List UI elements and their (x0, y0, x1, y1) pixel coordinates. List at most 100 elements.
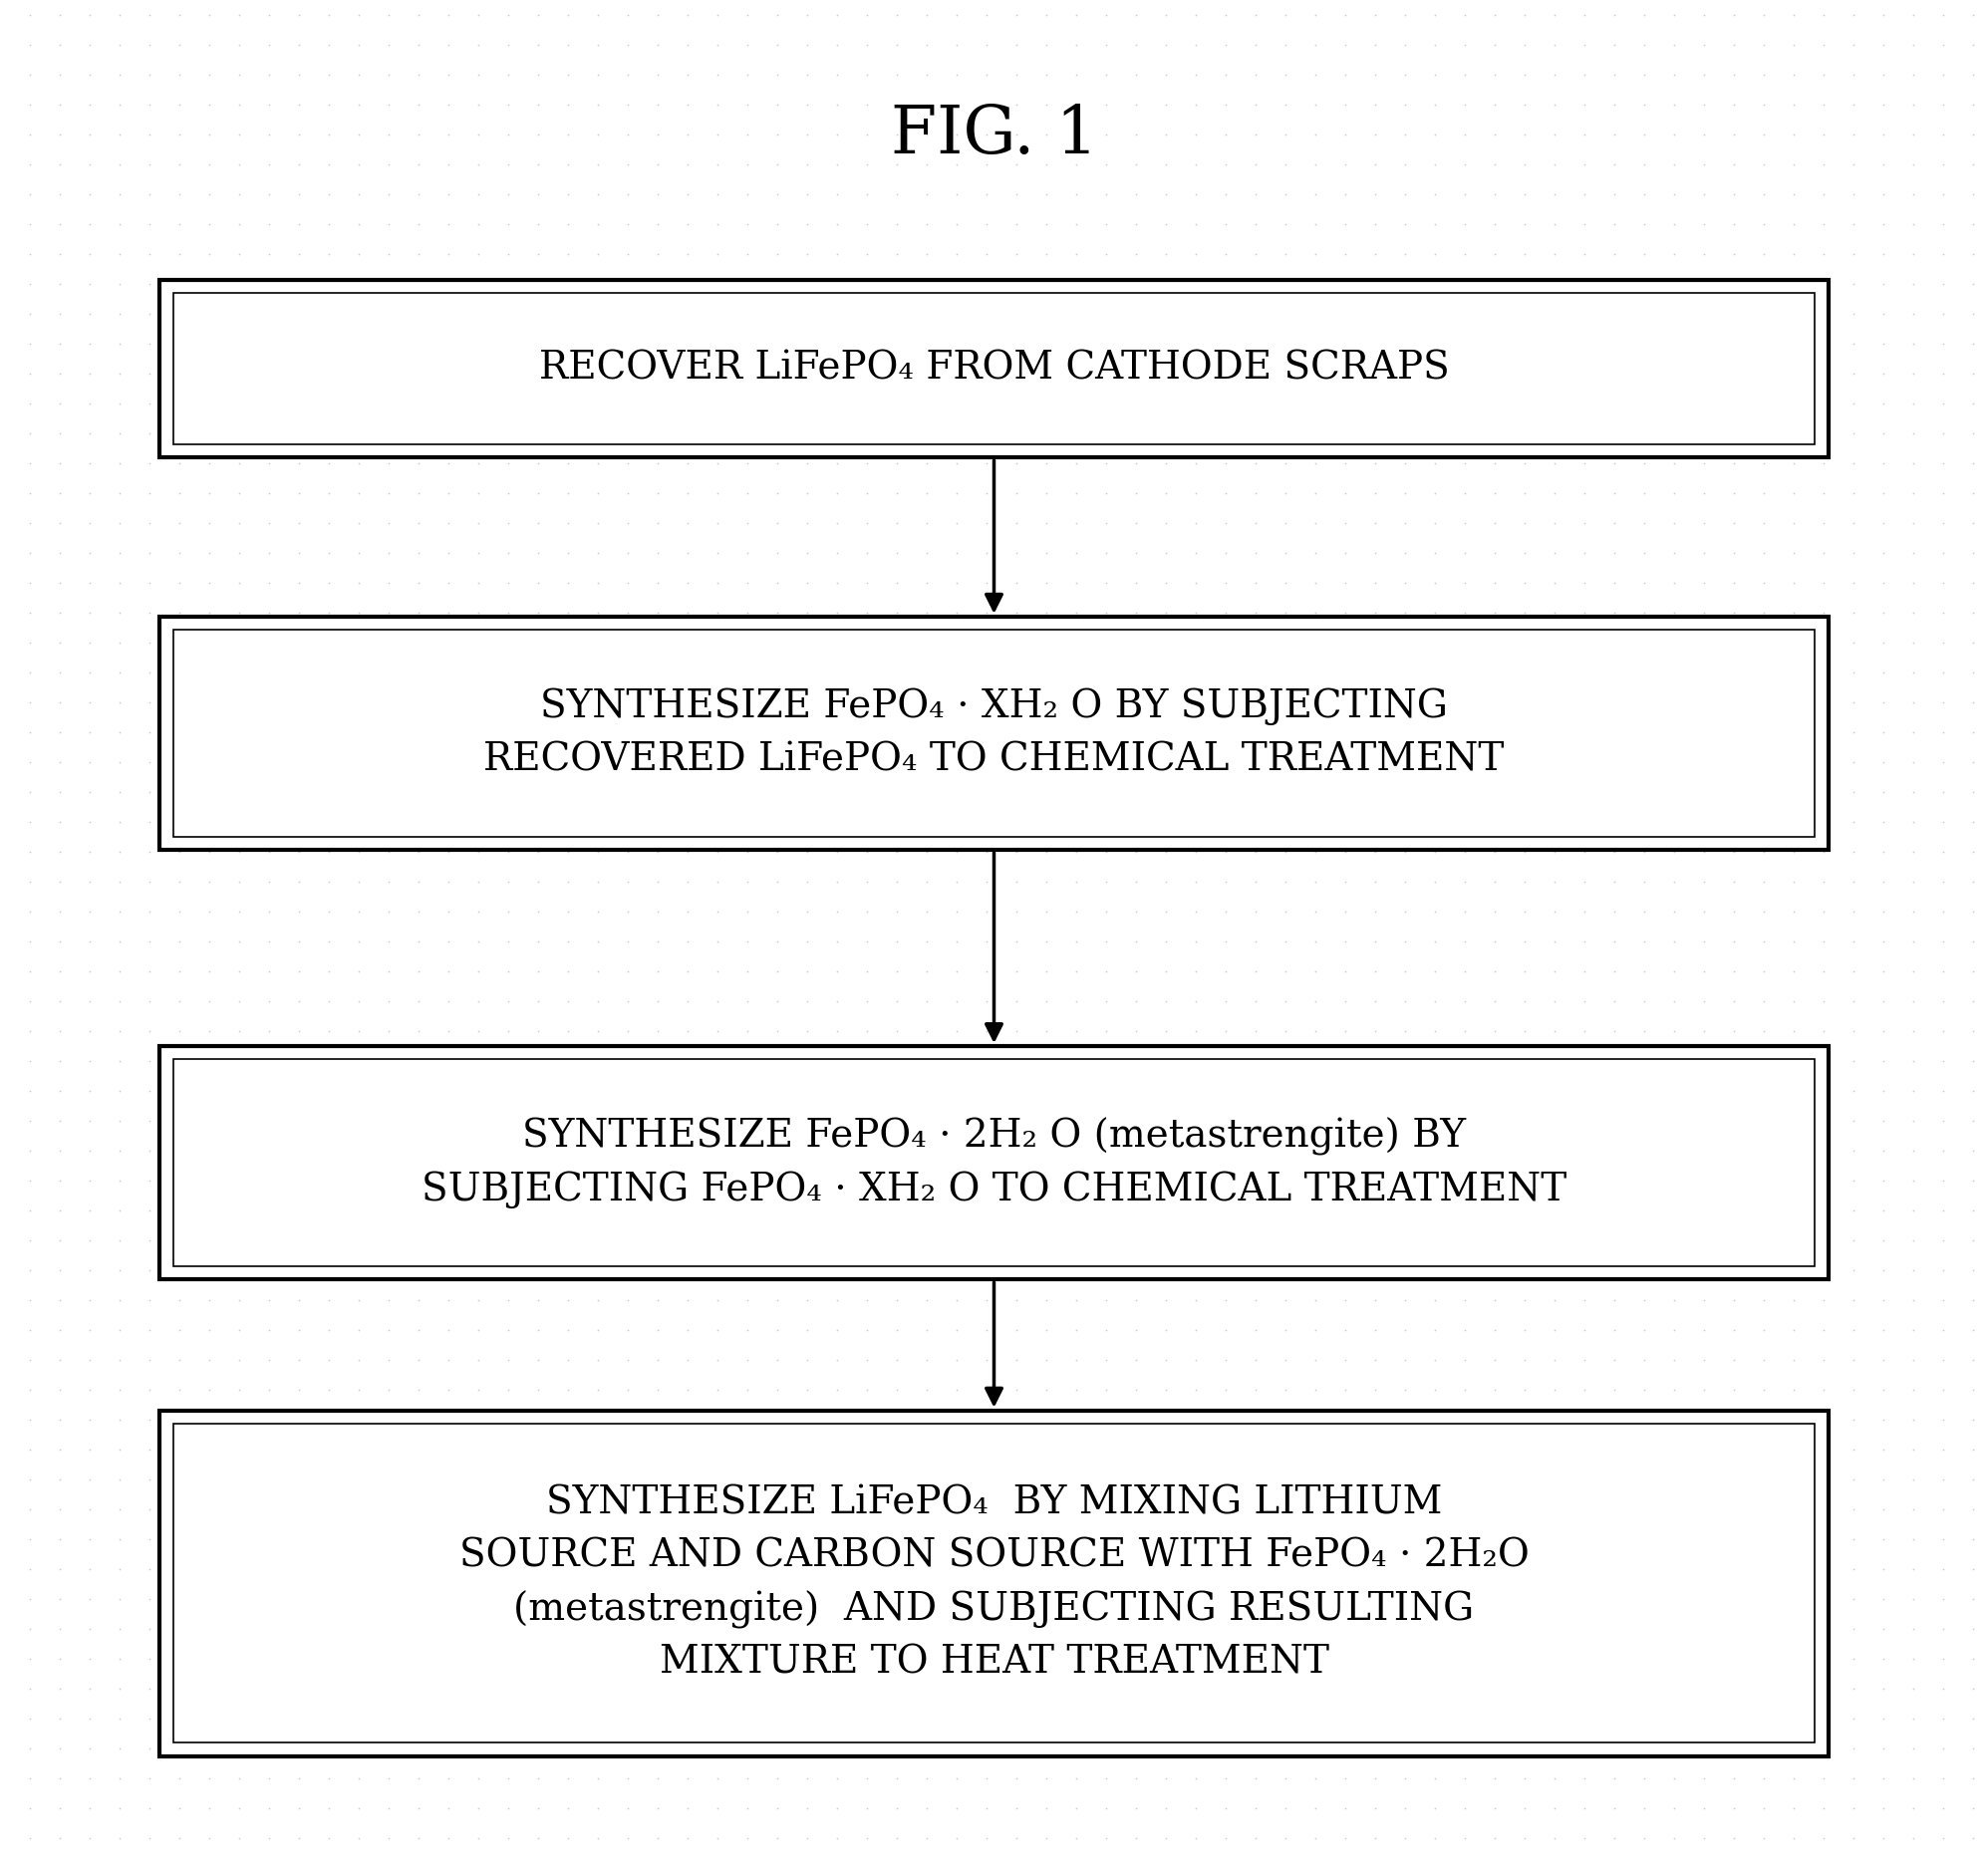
Point (1867, 897, 1899, 927)
Point (1030, 478, 1062, 508)
Point (1211, 1614, 1242, 1644)
Point (911, 658, 942, 687)
Point (1270, 658, 1302, 687)
Point (282, 1405, 314, 1435)
Point (1060, 1494, 1091, 1524)
Point (940, 508, 972, 538)
Point (911, 299, 942, 329)
Point (1509, 1793, 1541, 1823)
Point (1300, 1225, 1332, 1255)
Point (133, 927, 165, 956)
Point (523, 777, 555, 807)
Point (612, 1763, 644, 1793)
Point (1807, 60, 1839, 90)
Point (1149, 0, 1181, 30)
Point (282, 687, 314, 717)
Point (702, 478, 734, 508)
Point (1509, 1255, 1541, 1285)
Point (612, 598, 644, 628)
Point (1509, 1584, 1541, 1614)
Point (163, 568, 195, 598)
Point (1000, 747, 1032, 777)
Point (1181, 1106, 1213, 1136)
Point (672, 179, 704, 209)
Point (523, 1674, 555, 1704)
Point (1270, 568, 1302, 598)
Point (1060, 867, 1091, 897)
Point (463, 1823, 495, 1853)
Point (1569, 1285, 1600, 1315)
Point (1628, 1285, 1660, 1315)
Point (1089, 209, 1121, 239)
Point (1777, 1315, 1809, 1345)
Point (1060, 1763, 1091, 1793)
Point (761, 538, 793, 568)
Point (1837, 747, 1869, 777)
Point (523, 538, 555, 568)
Point (1777, 1405, 1809, 1435)
Point (493, 1016, 525, 1046)
Point (1390, 1704, 1421, 1734)
Point (44, 717, 76, 747)
Point (911, 1046, 942, 1076)
Point (1089, 389, 1121, 418)
Point (282, 807, 314, 837)
Point (1897, 717, 1928, 747)
Point (1300, 1524, 1332, 1554)
Point (553, 1524, 584, 1554)
Point (1330, 448, 1362, 478)
Point (761, 1614, 793, 1644)
Point (1030, 1793, 1062, 1823)
Point (433, 1763, 465, 1793)
Point (1000, 658, 1032, 687)
Point (940, 1375, 972, 1405)
Point (1569, 478, 1600, 508)
Point (44, 1106, 76, 1136)
Point (1956, 1465, 1988, 1494)
Point (1390, 1166, 1421, 1196)
Point (282, 0, 314, 30)
Point (1628, 598, 1660, 628)
Point (851, 269, 883, 299)
Point (672, 1196, 704, 1225)
Point (1030, 1136, 1062, 1166)
Point (133, 1046, 165, 1076)
Point (1628, 1494, 1660, 1524)
Point (1119, 269, 1151, 299)
Point (672, 1465, 704, 1494)
Point (1718, 1046, 1749, 1076)
Point (1300, 478, 1332, 508)
Point (1926, 628, 1958, 658)
Point (433, 209, 465, 239)
Point (761, 179, 793, 209)
Point (851, 1405, 883, 1435)
Point (791, 598, 823, 628)
Point (1449, 1734, 1481, 1763)
Point (1270, 1823, 1302, 1853)
Point (1030, 1016, 1062, 1046)
Point (1956, 927, 1988, 956)
Point (911, 807, 942, 837)
Point (1867, 568, 1899, 598)
Point (1360, 149, 1392, 179)
Point (791, 1494, 823, 1524)
Point (103, 1734, 135, 1763)
Point (1089, 598, 1121, 628)
Point (1360, 60, 1392, 90)
Point (732, 1076, 763, 1106)
Point (44, 30, 76, 60)
Point (1300, 1435, 1332, 1465)
Point (1270, 538, 1302, 568)
Point (193, 1225, 225, 1255)
Point (1867, 777, 1899, 807)
Point (312, 717, 344, 747)
Point (791, 538, 823, 568)
Point (1539, 927, 1571, 956)
Point (1149, 1823, 1181, 1853)
Point (1747, 837, 1779, 867)
Point (612, 90, 644, 120)
Point (1658, 1465, 1690, 1494)
Point (732, 1375, 763, 1405)
Point (881, 1763, 912, 1793)
Point (672, 628, 704, 658)
